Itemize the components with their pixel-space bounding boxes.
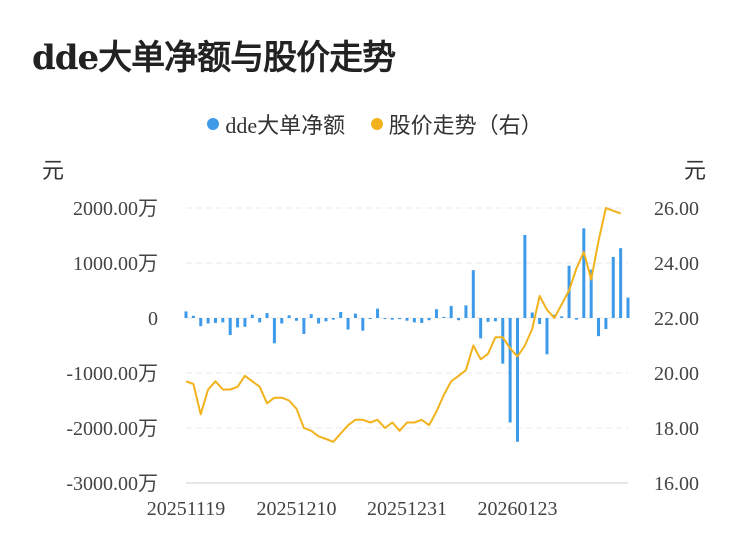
bar <box>420 318 424 323</box>
legend-marker-dde <box>207 118 220 130</box>
right-tick-label: 26.00 <box>654 198 699 220</box>
bar <box>376 308 380 318</box>
bar <box>272 318 276 344</box>
bar <box>449 305 453 318</box>
bar <box>361 318 365 331</box>
bar <box>530 312 534 318</box>
right-tick-label: 16.00 <box>654 473 699 495</box>
bar <box>457 318 461 321</box>
x-tick-label: 20251119 <box>147 498 226 520</box>
bar <box>390 318 394 320</box>
bar <box>295 318 298 321</box>
bar <box>626 297 630 318</box>
legend-item-price[interactable]: 股价走势（右） <box>370 108 543 140</box>
bar <box>501 318 505 364</box>
bar <box>258 318 262 323</box>
bar <box>611 256 615 318</box>
bar <box>213 318 217 323</box>
bar <box>339 311 343 318</box>
bar <box>479 318 483 339</box>
bar <box>597 318 601 337</box>
bar <box>353 313 357 318</box>
bar <box>398 318 402 320</box>
bar <box>184 311 188 318</box>
bar <box>619 248 623 318</box>
right-tick-label: 22.00 <box>654 308 699 330</box>
bar <box>265 313 269 318</box>
bar <box>236 318 240 328</box>
bar <box>383 318 387 319</box>
bar <box>412 318 416 323</box>
left-tick-label: -3000.00万 <box>66 473 158 495</box>
bar <box>471 270 475 318</box>
bar <box>199 318 203 327</box>
legend: dde大单净额 股价走势（右） <box>0 108 750 140</box>
bar <box>427 318 431 321</box>
x-tick-label: 20251210 <box>257 498 337 520</box>
bar <box>442 316 446 318</box>
bar <box>560 316 564 318</box>
left-axis-unit: 元 <box>42 158 64 183</box>
bar <box>250 314 254 318</box>
bar <box>604 318 608 329</box>
bar <box>346 318 350 330</box>
price-line <box>185 207 621 443</box>
left-tick-label: 2000.00万 <box>73 198 158 220</box>
bar <box>280 318 284 324</box>
x-tick-label: 20251231 <box>367 498 447 520</box>
bar <box>464 305 468 318</box>
x-tick-label: 20260123 <box>478 498 558 520</box>
bar <box>331 318 335 320</box>
bar <box>508 318 512 423</box>
bar <box>206 318 210 324</box>
right-tick-label: 24.00 <box>654 253 699 275</box>
bar <box>405 318 409 321</box>
bar <box>434 309 438 318</box>
bar <box>317 318 321 324</box>
bar <box>582 228 586 318</box>
legend-item-dde[interactable]: dde大单净额 <box>207 108 345 140</box>
legend-label-price: 股价走势（右） <box>388 113 543 138</box>
bar <box>589 269 593 318</box>
left-tick-label: -1000.00万 <box>66 363 158 385</box>
legend-label-dde: dde大单净额 <box>225 113 346 138</box>
right-axis-unit: 元 <box>684 158 706 183</box>
bar <box>228 318 232 336</box>
legend-marker-price <box>370 118 383 130</box>
bar <box>243 318 247 327</box>
bar <box>309 314 313 318</box>
bar <box>574 318 578 320</box>
right-tick-label: 18.00 <box>654 418 699 440</box>
bar <box>302 318 306 334</box>
bar <box>545 318 549 355</box>
bar <box>538 318 542 325</box>
chart-title: dde大单净额与股价走势 <box>32 38 396 78</box>
right-tick-label: 20.00 <box>654 363 699 385</box>
bar <box>486 318 490 322</box>
left-tick-label: 1000.00万 <box>73 253 158 275</box>
bar <box>287 315 291 318</box>
bar <box>523 234 527 318</box>
bar <box>324 318 328 322</box>
left-tick-label: -2000.00万 <box>66 418 158 440</box>
bar <box>516 318 519 442</box>
bar <box>368 318 372 319</box>
left-tick-label: 0 <box>148 308 158 330</box>
bar <box>191 315 195 318</box>
bar <box>221 318 225 323</box>
bar <box>493 318 497 322</box>
